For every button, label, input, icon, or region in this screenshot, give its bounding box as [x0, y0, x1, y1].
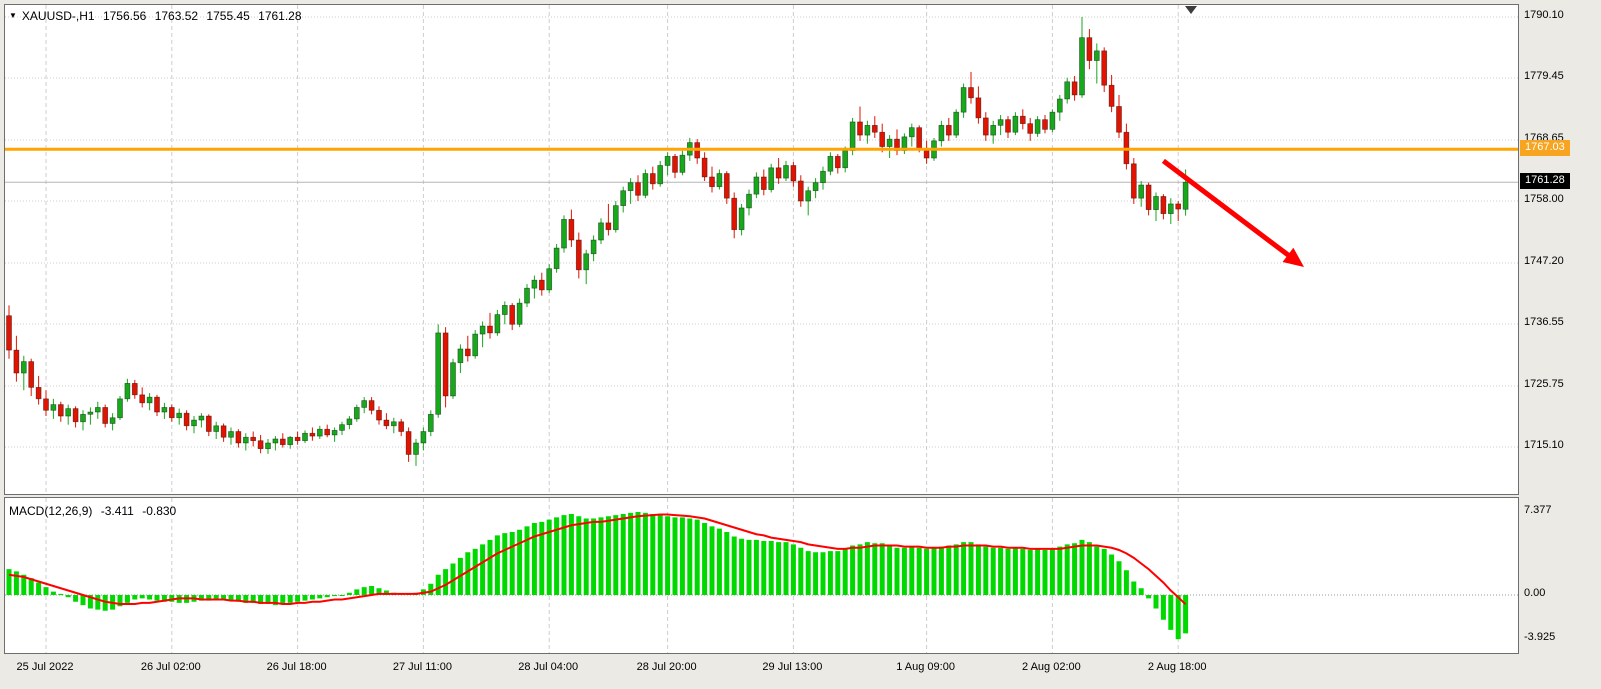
- time-axis-label: 28 Jul 04:00: [518, 661, 579, 673]
- macd-histogram: [6, 512, 1189, 640]
- symbol-marker-icon: ▼: [9, 11, 17, 20]
- price-axis-label: 1736.55: [1524, 316, 1564, 329]
- price-grid: [5, 5, 1518, 494]
- price-axis-label: 1790.10: [1524, 9, 1564, 21]
- chart-shift-marker[interactable]: [1185, 6, 1197, 14]
- macd-signal-line: [8, 513, 1187, 606]
- high-value: 1763.52: [154, 9, 199, 23]
- macd-axis-label: -3.925: [1524, 631, 1556, 644]
- hline-price-badge: 1767.03: [1520, 140, 1570, 157]
- candles-layer: [6, 17, 1189, 466]
- price-axis-label: 1758.00: [1524, 193, 1564, 206]
- price-chart-pane[interactable]: [4, 4, 1519, 495]
- time-axis-label: 26 Jul 02:00: [140, 661, 201, 673]
- trend-arrow[interactable]: [1161, 158, 1304, 267]
- chart-ohlc-readout: ▼ XAUUSD-,H1 1756.56 1763.52 1755.45 1761…: [9, 9, 307, 23]
- time-axis-label: 27 Jul 11:00: [392, 661, 452, 673]
- macd-signal-value: -0.830: [142, 504, 177, 518]
- time-axis-label: 26 Jul 18:00: [266, 661, 327, 673]
- price-axis-label: 1715.10: [1524, 439, 1564, 451]
- open-value: 1756.56: [102, 9, 147, 23]
- low-value: 1755.45: [206, 9, 250, 23]
- price-chart-svg: [5, 5, 1518, 494]
- time-axis-label: 25 Jul 2022: [16, 661, 74, 673]
- macd-axis-label: 7.377: [1524, 504, 1552, 516]
- symbol-period-label: XAUUSD-,H1: [21, 9, 95, 23]
- time-axis-label: 28 Jul 20:00: [636, 661, 697, 673]
- time-axis-label: 1 Aug 09:00: [896, 661, 955, 673]
- macd-axis-label: 0.00: [1524, 587, 1546, 599]
- macd-main-value: -3.411: [100, 504, 134, 518]
- price-axis-label: 1747.20: [1524, 254, 1564, 267]
- time-axis-label: 29 Jul 13:00: [762, 661, 823, 673]
- price-axis-label: 1779.45: [1524, 70, 1564, 83]
- time-axis-label: 2 Aug 02:00: [1022, 661, 1081, 673]
- macd-indicator-pane[interactable]: [4, 497, 1519, 654]
- close-value: 1761.28: [258, 9, 302, 23]
- macd-chart-svg: [5, 498, 1518, 653]
- bid-price-badge: 1761.28: [1520, 173, 1570, 190]
- macd-label: MACD(12,26,9): [9, 504, 93, 518]
- macd-readout: MACD(12,26,9) -3.411 -0.830: [9, 504, 181, 518]
- time-axis-label: 2 Aug 18:00: [1147, 661, 1207, 673]
- price-axis-label: 1725.75: [1524, 377, 1564, 390]
